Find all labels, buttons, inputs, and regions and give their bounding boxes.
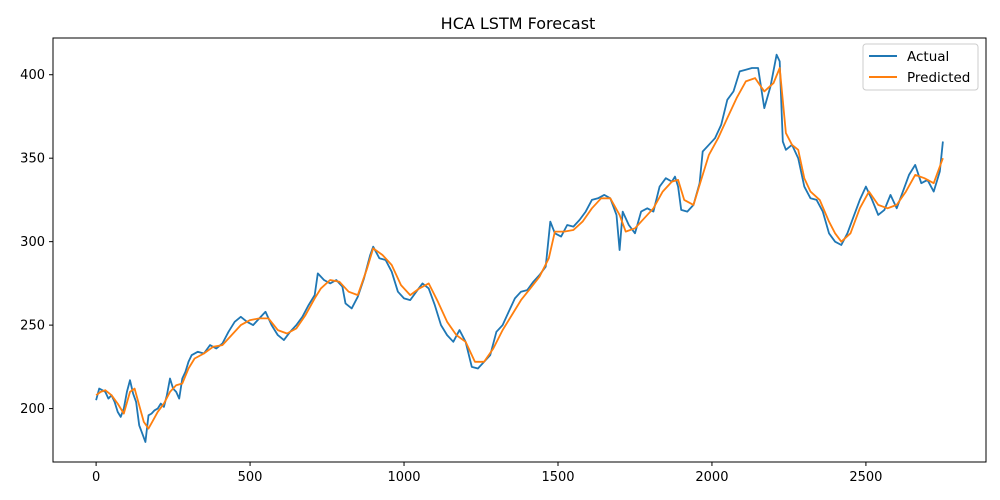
x-tick-label: 1500 [541,470,574,485]
x-tick-label: 1000 [387,470,420,485]
y-tick-label: 350 [20,152,45,167]
x-tick-label: 2500 [849,470,882,485]
x-tick-label: 500 [238,470,263,485]
y-tick-label: 300 [20,235,45,250]
x-tick-label: 0 [92,470,100,485]
series-layer [95,53,944,443]
legend-label-predicted: Predicted [907,70,970,86]
y-tick-label: 400 [20,68,45,83]
legend: Actual Predicted [862,43,979,91]
plot-area [52,37,987,463]
y-tick-label: 250 [20,319,45,334]
chart-title: HCA LSTM Forecast [441,14,596,33]
y-tick-label: 200 [20,402,45,417]
plot-frame [52,37,987,463]
x-tick-label: 2000 [695,470,728,485]
legend-label-actual: Actual [907,49,949,65]
y-axis: 200 250 300 350 400 [20,68,53,417]
x-axis: 0 500 1000 1500 2000 2500 [92,462,882,485]
series-line-predicted [95,67,944,430]
